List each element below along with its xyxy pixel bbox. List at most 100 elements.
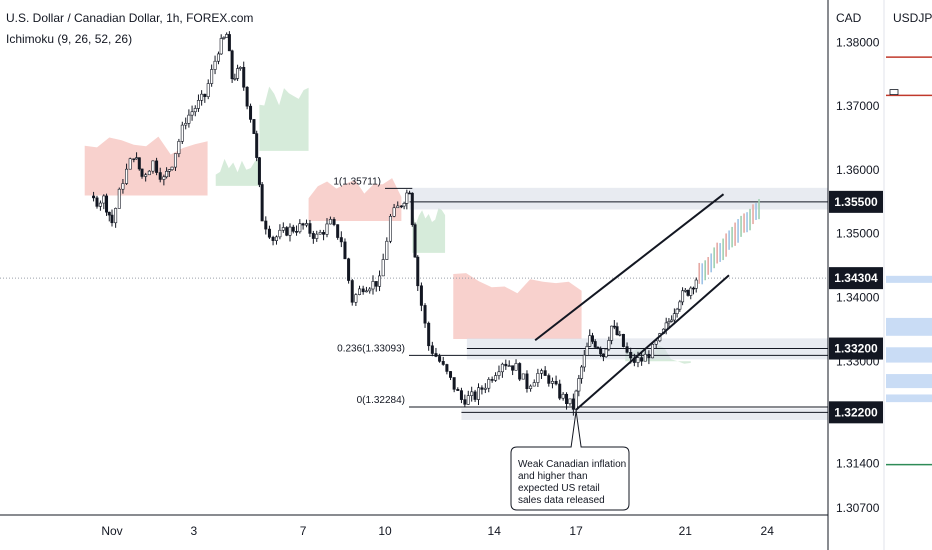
candle-body (449, 371, 453, 378)
candle-body (151, 160, 155, 172)
candle-body (203, 93, 207, 97)
candle-body (640, 357, 644, 362)
candle-body (550, 380, 554, 384)
annotation-callout: Weak Canadian inflation and higher than … (510, 410, 630, 511)
candle-body (438, 356, 442, 362)
currency-label: CAD (836, 11, 862, 25)
candle-body (219, 38, 223, 55)
candle-body (430, 345, 434, 354)
candle-body (588, 335, 592, 347)
candle-body (350, 280, 354, 303)
side-zone-block (886, 275, 932, 283)
price-label-box (829, 337, 883, 360)
cloud-segment (84, 136, 208, 196)
candle-body (374, 281, 378, 287)
candle-body (525, 373, 529, 389)
candle-body (95, 197, 99, 207)
candle-body (585, 346, 589, 356)
ichimoku-cloud (84, 86, 691, 364)
candle-body (543, 370, 547, 376)
candle-body (565, 393, 569, 405)
candle-body (402, 203, 406, 207)
candle-body (236, 68, 240, 79)
candle-body (500, 363, 504, 373)
candle-body (184, 123, 188, 126)
candle-body (518, 363, 522, 380)
candle-body (651, 343, 655, 359)
candle-body (590, 335, 594, 342)
candle-body (582, 354, 586, 368)
price-label-text: 1.32200 (834, 405, 878, 419)
candle-body (511, 365, 515, 371)
candle-body (497, 371, 501, 376)
callout-text: Weak Canadian inflation and higher than … (518, 459, 629, 506)
candle-body (354, 294, 358, 303)
time-tick-label: Nov (101, 524, 122, 538)
candle-body (419, 285, 423, 306)
candle-body (343, 241, 347, 260)
candle-body (249, 105, 253, 120)
candle-body (396, 205, 400, 209)
candle-body (318, 232, 322, 235)
candle-body (452, 377, 456, 390)
candle-body (410, 192, 414, 225)
side-zone-block (886, 394, 932, 403)
candle-body (507, 365, 511, 367)
candle-body (483, 387, 487, 390)
candle-body (636, 357, 640, 363)
candle-body (285, 227, 289, 236)
time-tick-label: 3 (191, 524, 198, 538)
candle-body (102, 195, 106, 204)
candle-body (381, 259, 385, 277)
candle-body (225, 34, 229, 38)
candle-body (399, 205, 403, 208)
time-tick-label: 10 (378, 524, 392, 538)
candle-body (686, 289, 690, 296)
candle-body (675, 308, 679, 314)
candle-body (691, 287, 695, 290)
candle-body (664, 322, 668, 330)
cloud-segment (215, 158, 260, 186)
candle-body (295, 231, 299, 233)
candle-body (322, 232, 326, 235)
candle-body (477, 387, 481, 400)
cloud-segment (308, 178, 402, 221)
price-tick-label: 1.36000 (836, 163, 880, 177)
candle-body (132, 158, 136, 161)
candle-body (222, 37, 226, 39)
candle-body (599, 348, 603, 355)
candle-body (554, 380, 558, 385)
candle-body (311, 233, 315, 239)
candle-body (529, 385, 533, 389)
candle-body (281, 227, 285, 231)
candle-body (487, 379, 491, 389)
candle-body (213, 60, 217, 70)
candle-body (689, 287, 693, 296)
price-tick-label: 1.37000 (836, 99, 880, 113)
time-tick-label: 14 (488, 524, 502, 538)
candle-body (206, 83, 210, 97)
candle-body (135, 157, 139, 160)
candle-body (140, 168, 144, 177)
cloud-segment (259, 86, 309, 151)
candle-body (196, 100, 200, 109)
candle-body (494, 375, 498, 381)
candle-body (173, 153, 177, 168)
candle-body (625, 346, 629, 353)
time-tick-label: 7 (300, 524, 307, 538)
candle-body (230, 50, 234, 80)
candle-body (561, 393, 565, 399)
side-symbol-label[interactable]: USDJPY, (893, 11, 932, 25)
candle-body (610, 325, 614, 341)
candle-body (470, 391, 474, 396)
candle-body (255, 133, 259, 158)
zone-band (409, 187, 828, 210)
candle-body (408, 192, 412, 195)
price-tick-label: 1.34000 (836, 291, 880, 305)
candle-body (274, 236, 278, 241)
candle-body (615, 326, 619, 336)
candle-body (392, 207, 396, 217)
candle-body (301, 223, 305, 226)
candle-body (413, 224, 417, 258)
